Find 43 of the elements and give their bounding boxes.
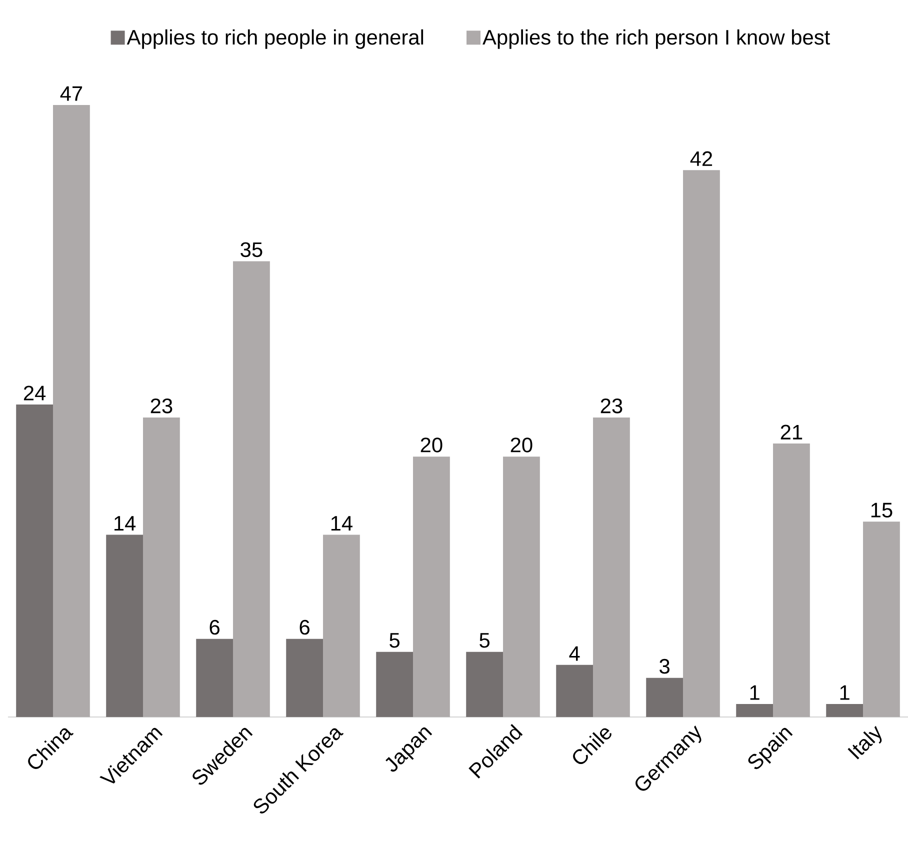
data-label: 1 xyxy=(840,685,850,700)
bar xyxy=(286,638,324,717)
data-label: 14 xyxy=(114,516,136,531)
bar xyxy=(196,638,234,717)
bar xyxy=(646,678,684,717)
data-label: 3 xyxy=(660,658,670,674)
data-label: 23 xyxy=(600,398,622,414)
data-label: 24 xyxy=(24,386,46,400)
bar xyxy=(826,704,864,717)
bar xyxy=(143,418,180,717)
bar xyxy=(466,652,504,717)
bar xyxy=(106,534,144,717)
legend-label: Applies to the rich person I know best xyxy=(482,29,830,49)
data-label: 20 xyxy=(420,438,442,452)
bar xyxy=(233,261,270,717)
data-label: 5 xyxy=(480,633,490,648)
data-label: 6 xyxy=(300,620,310,635)
bar xyxy=(53,104,90,717)
bar xyxy=(736,704,774,717)
data-label: 5 xyxy=(390,633,400,648)
bar xyxy=(593,418,630,717)
data-label: 4 xyxy=(569,646,580,661)
bar xyxy=(16,404,53,717)
data-label: 20 xyxy=(510,438,532,452)
data-label: 23 xyxy=(150,398,172,414)
data-label: 14 xyxy=(331,516,352,531)
data-label: 35 xyxy=(240,242,262,258)
data-label: 47 xyxy=(60,86,82,101)
bar xyxy=(683,170,720,717)
bar xyxy=(773,444,810,717)
bar xyxy=(323,534,360,717)
data-label: 1 xyxy=(750,685,760,700)
legend-label: Applies to rich people in general xyxy=(126,29,424,49)
x-tick-label: Italy xyxy=(848,726,882,760)
bar xyxy=(413,456,450,717)
data-label: 6 xyxy=(210,620,220,635)
data-label: 15 xyxy=(871,502,892,518)
bar xyxy=(376,652,414,717)
bar xyxy=(863,522,900,717)
data-label: 42 xyxy=(690,151,712,166)
bar xyxy=(503,456,540,717)
bar xyxy=(556,664,594,717)
data-label: 21 xyxy=(780,424,802,440)
